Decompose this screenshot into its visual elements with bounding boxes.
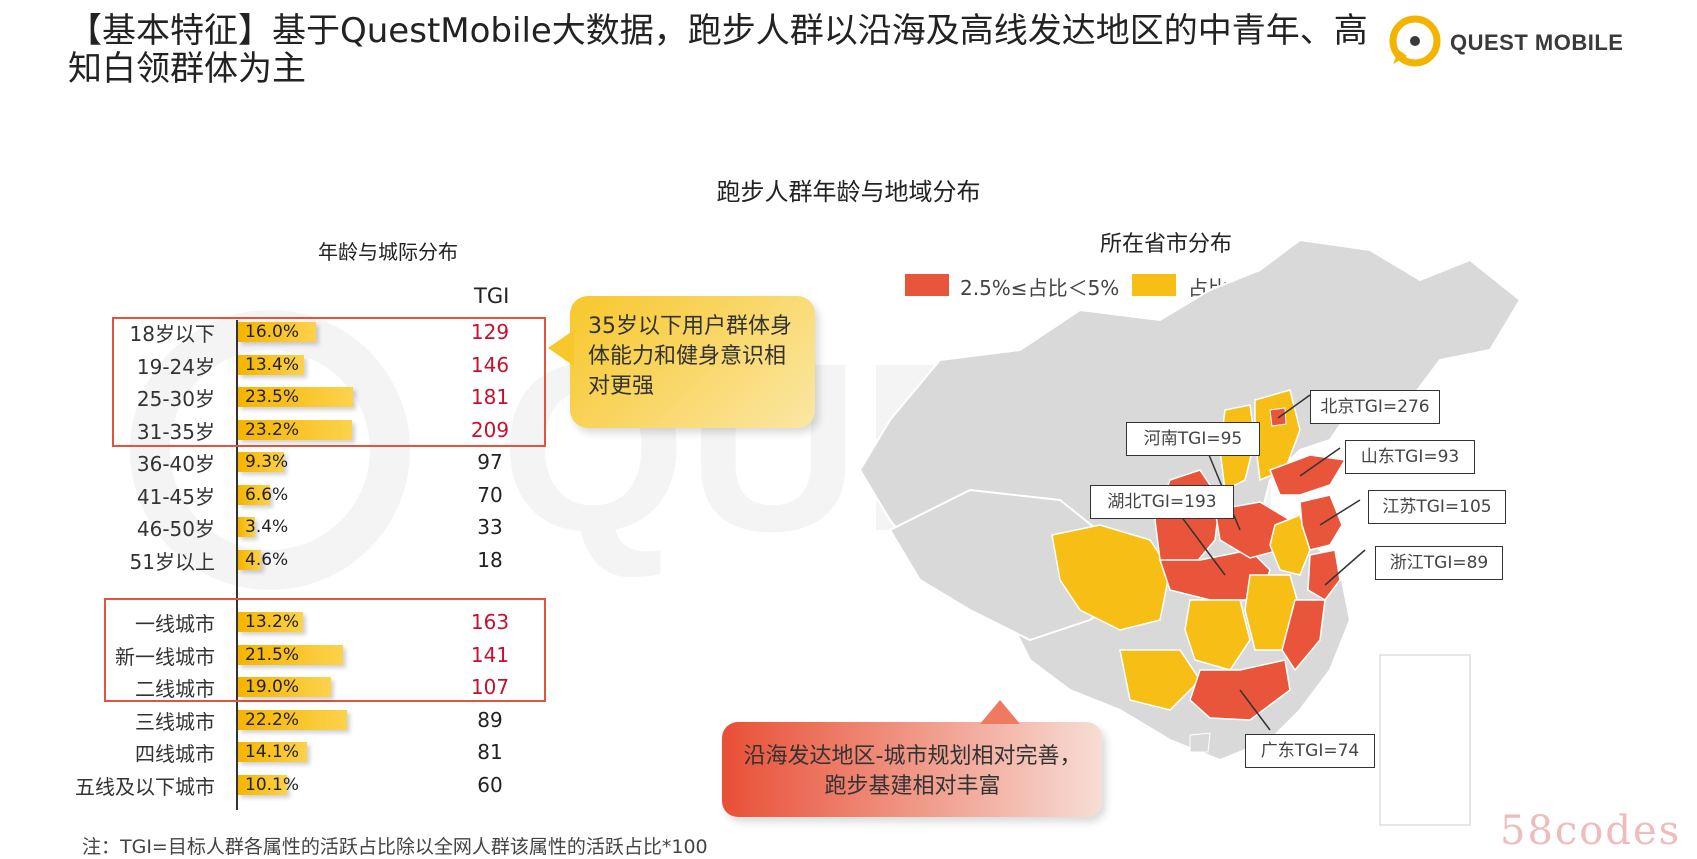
map-label-henan: 河南TGI=95 (1126, 422, 1260, 456)
bar-value-label: 6.6% (245, 484, 289, 505)
tgi-value: 209 (470, 417, 510, 442)
tgi-value: 89 (477, 707, 503, 732)
map-province-hainan (1189, 732, 1211, 753)
bar-value-label: 3.4% (245, 517, 289, 537)
map-label-shandong: 山东TGI=93 (1345, 440, 1475, 474)
bar-value-label: 13.4% (245, 354, 300, 375)
legend-swatch-orange (905, 274, 949, 296)
tgi-value: 163 (470, 610, 510, 634)
map-label-beijing: 北京TGI=276 (1310, 390, 1440, 424)
tgi-value: 60 (477, 772, 503, 797)
bar (238, 387, 353, 407)
bar-value-label: 19.0% (245, 677, 300, 697)
bar-value-label: 4.6% (245, 549, 289, 570)
bar (238, 484, 271, 505)
tgi-value: 33 (477, 515, 503, 539)
map-province-fujian (1281, 599, 1326, 672)
bar (238, 322, 317, 342)
map-province-anhui (1269, 513, 1311, 576)
callout-pointer-icon (980, 700, 1020, 724)
category-label: 三线城市 (135, 709, 215, 734)
south-china-sea-inset (1379, 654, 1471, 826)
tgi-value: 18 (477, 547, 503, 572)
map-province-sichuan (1051, 524, 1171, 631)
footnote: 注：TGI=目标人群各属性的活跃占比除以全网人群该属性的活跃占比*100 (82, 836, 708, 858)
category-label: 一线城市 (135, 612, 215, 636)
category-label: 新一线城市 (115, 644, 215, 669)
coastal-callout-box (722, 722, 1102, 817)
category-label: 25-30岁 (136, 387, 215, 411)
category-label: 18岁以下 (129, 322, 215, 346)
map-label-jiangsu: 江苏TGI=105 (1368, 490, 1506, 524)
bar (238, 709, 347, 730)
legend-label-orange: 2.5%≤占比＜5% (960, 276, 1120, 300)
bar (238, 354, 304, 375)
category-label: 31-35岁 (136, 419, 215, 444)
corner-watermark-text: 58codes (1500, 808, 1682, 854)
bar-value-label: 22.2% (245, 709, 300, 730)
bar (238, 612, 303, 632)
category-label: 41-45岁 (136, 484, 215, 509)
logo-text: QUEST MOBILE (1450, 30, 1624, 55)
bar-value-label: 13.2% (245, 612, 300, 632)
tgi-value: 107 (470, 675, 510, 699)
tgi-value: 146 (470, 352, 510, 377)
map-label-guangdong: 广东TGI=74 (1245, 734, 1375, 768)
tgi-value: 81 (477, 740, 503, 764)
age-callout-box (570, 296, 815, 428)
main-chart-title: 跑步人群年龄与地域分布 (716, 178, 981, 206)
map-province-guangxi (1119, 649, 1201, 711)
bar-value-label: 14.1% (245, 742, 300, 762)
tgi-value: 129 (470, 320, 510, 344)
tgi-value: 97 (477, 450, 503, 474)
category-label: 46-50岁 (136, 517, 215, 541)
bar (238, 452, 284, 472)
category-label: 36-40岁 (136, 452, 215, 476)
bar-value-label: 23.2% (245, 419, 300, 440)
age-callout-text: 35岁以下用户群体身体能力和健身意识相对更强 (588, 314, 792, 399)
bar-value-label: 9.3% (245, 452, 289, 472)
city-highlight-box (104, 598, 546, 702)
bar (238, 549, 261, 570)
bar (238, 774, 288, 795)
tgi-value: 70 (477, 482, 503, 507)
map-label-zhejiang: 浙江TGI=89 (1375, 546, 1503, 580)
bar-value-label: 10.1% (245, 774, 300, 795)
category-label: 四线城市 (135, 742, 215, 766)
map-label-hubei: 湖北TGI=193 (1090, 485, 1234, 519)
tgi-value: 141 (470, 642, 510, 667)
legend-swatch-yellow (1132, 274, 1176, 296)
bar (238, 517, 255, 537)
bar-value-label: 21.5% (245, 644, 300, 665)
age-city-chart-title: 年龄与城际分布 (318, 240, 458, 264)
bar-value-label: 16.0% (245, 322, 300, 342)
bar (238, 677, 331, 697)
bar (238, 419, 352, 440)
bar-value-label: 23.5% (245, 387, 300, 407)
category-label: 51岁以上 (129, 549, 215, 574)
map-province-zhejiang (1307, 549, 1341, 601)
category-label: 19-24岁 (136, 354, 215, 379)
coastal-callout-text: 沿海发达地区-城市规划相对完善，跑步基建相对丰富 (743, 744, 1082, 799)
bar (238, 742, 307, 762)
map-province-shandong (1269, 454, 1347, 496)
callout-pointer-icon (548, 330, 574, 366)
category-label: 二线城市 (135, 677, 215, 701)
map-province-jiangsu (1299, 494, 1343, 551)
questmobile-logo-icon (1389, 15, 1441, 67)
tgi-value: 181 (470, 385, 510, 409)
map-province-beijing (1269, 407, 1287, 427)
page-title: 【基本特征】基于QuestMobile大数据，跑步人群以沿海及高线发达地区的中青… (68, 11, 1368, 89)
bar (238, 644, 344, 665)
tgi-column-header: TGI (474, 284, 510, 308)
province-chart-title: 所在省市分布 (1100, 232, 1233, 257)
age-highlight-box (112, 317, 546, 447)
chart-axis-line (236, 320, 238, 810)
category-label: 五线及以下城市 (75, 774, 215, 799)
